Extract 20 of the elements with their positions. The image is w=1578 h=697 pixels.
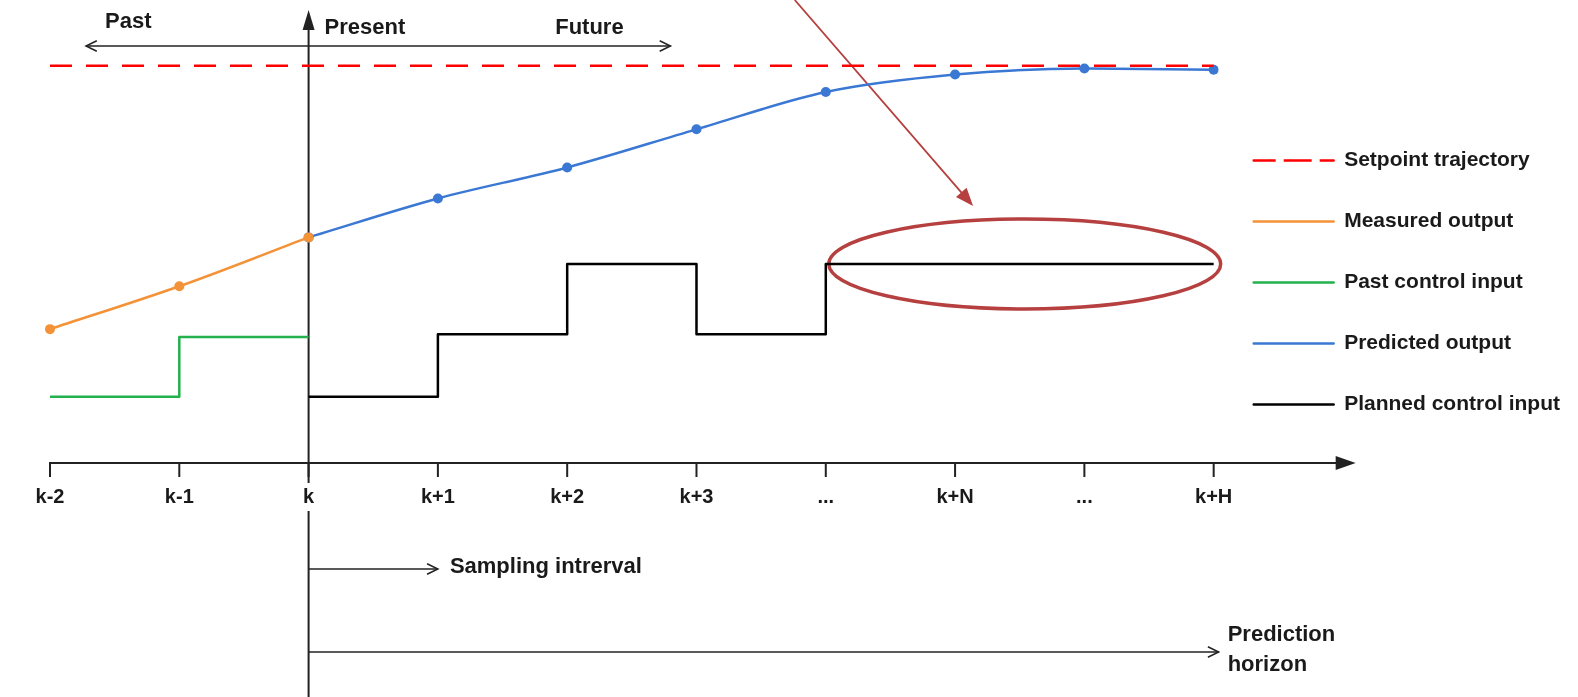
legend-label: Predicted output: [1344, 330, 1512, 354]
x-tick-label: k+2: [550, 484, 585, 507]
x-tick-label: k+N: [936, 484, 974, 507]
x-tick-label: ...: [1076, 484, 1093, 507]
text: Past: [105, 8, 153, 34]
legend-label: Planned control input: [1344, 391, 1561, 415]
legend-label: Past control input: [1344, 269, 1523, 293]
x-tick-label: k-1: [164, 484, 194, 507]
x-tick-label: k: [303, 484, 316, 507]
text: Prediction horizon: [1227, 621, 1336, 677]
x-tick-label: k+1: [420, 484, 455, 507]
legend-label: Measured output: [1344, 208, 1514, 232]
x-tick-label: ...: [817, 484, 835, 507]
text: Sampling intrerval: [449, 553, 642, 579]
text: Present: [324, 14, 406, 40]
x-tick-label: k+H: [1195, 484, 1233, 507]
x-tick-label: k+3: [679, 484, 714, 507]
legend-label: Setpoint trajectory: [1344, 147, 1531, 171]
text: Future: [555, 14, 624, 40]
x-tick-label: k-2: [35, 484, 65, 507]
